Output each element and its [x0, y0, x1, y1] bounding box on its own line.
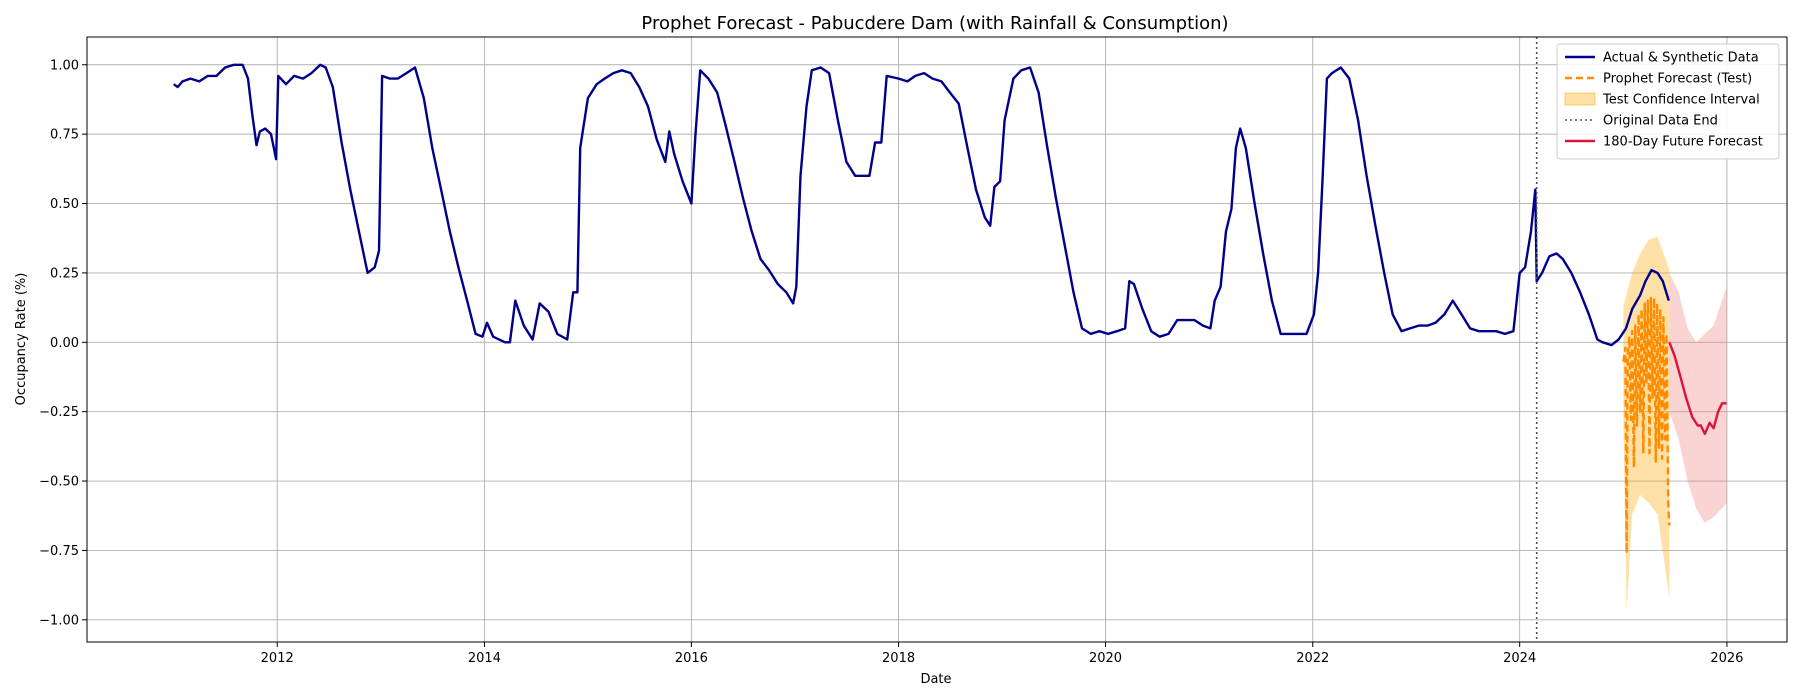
series-future-forecast-line [1668, 341, 1727, 436]
x-tick-label: 2018 [882, 651, 915, 666]
x-tick-label: 2016 [675, 651, 708, 666]
y-tick-label: 0.25 [50, 266, 79, 281]
y-tick-label: −0.50 [39, 475, 79, 490]
plot-frame [86, 36, 1788, 643]
x-tick-label: 2026 [1710, 651, 1743, 666]
y-axis: −1.00 −0.75 −0.50 −0.25 0.00 0.25 0.50 0.75 1.00 [39, 58, 87, 628]
y-tick-label: −0.75 [39, 544, 79, 559]
x-axis-title: Date [920, 672, 951, 687]
series-layer [173, 37, 1727, 642]
legend-label: Prophet Forecast (Test) [1603, 72, 1752, 87]
y-axis-title: Occupancy Rate (%) [14, 273, 29, 406]
y-tick-label: 0.75 [50, 128, 79, 143]
x-tick-label: 2014 [468, 651, 501, 666]
legend-label: Original Data End [1603, 114, 1718, 129]
series-test-forecast-line [1622, 296, 1671, 555]
future-confidence-band [1669, 272, 1727, 523]
grid [87, 37, 1787, 642]
x-axis: 2012 2014 2016 2018 2020 2022 2024 2026 [261, 642, 1743, 666]
legend-label: Test Confidence Interval [1602, 93, 1760, 108]
chart-title: Prophet Forecast - Pabucdere Dam (with R… [641, 13, 1228, 34]
legend: Actual & Synthetic Data Prophet Forecast … [1556, 43, 1780, 160]
y-tick-label: 1.00 [50, 58, 79, 73]
y-tick-label: 0.50 [50, 197, 79, 212]
legend-box [1556, 43, 1780, 160]
x-tick-label: 2012 [261, 651, 294, 666]
x-tick-label: 2020 [1089, 651, 1122, 666]
legend-label: Actual & Synthetic Data [1603, 51, 1759, 66]
x-tick-label: 2022 [1296, 651, 1329, 666]
x-tick-label: 2024 [1503, 651, 1536, 666]
y-tick-label: 0.00 [50, 336, 79, 351]
legend-swatch [1564, 92, 1596, 106]
legend-label: 180-Day Future Forecast [1603, 135, 1763, 150]
y-tick-label: −1.00 [39, 613, 79, 628]
series-actual-line [173, 63, 1670, 347]
y-tick-label: −0.25 [39, 405, 79, 420]
